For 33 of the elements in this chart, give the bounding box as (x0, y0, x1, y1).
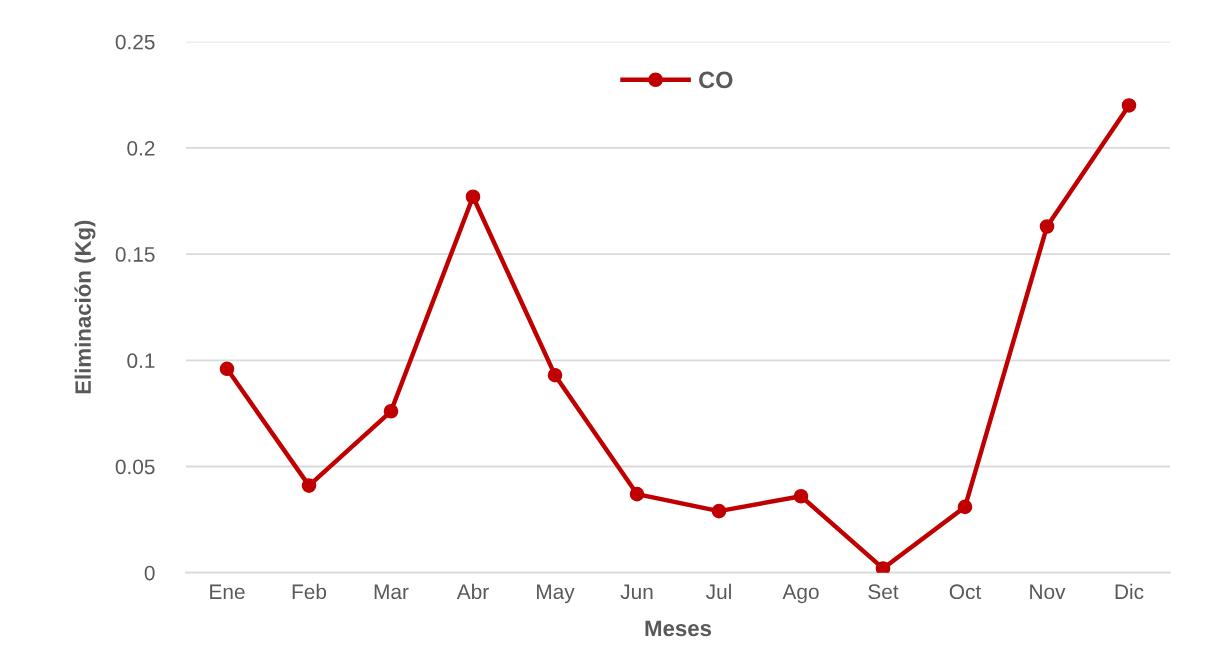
point (711, 503, 727, 519)
x-tick-label: Dic (1115, 583, 1144, 600)
x-tick-label: May (537, 584, 575, 604)
x-tick-label: Nov (1030, 584, 1066, 600)
point (629, 486, 645, 502)
y-tick-label: 0.05 (115, 459, 155, 475)
x-tick-label: Jun (620, 584, 653, 600)
x-tick-label: Mar (374, 584, 409, 600)
point (465, 189, 481, 205)
y-tick-label: 0.2 (127, 140, 155, 156)
point (1039, 219, 1055, 234)
x-tick-label: Set (868, 584, 899, 600)
point (1121, 98, 1137, 113)
x-tick-label: Feb (292, 583, 327, 600)
x-tick-label: Jul (706, 583, 731, 600)
y-tick-label: 0 (144, 565, 155, 581)
point (547, 367, 563, 383)
x-tick-label: Ago (782, 584, 819, 604)
point (793, 488, 809, 504)
y-tick-label: 0.1 (127, 353, 155, 369)
y-tick-label: 0.15 (115, 247, 155, 262)
point (875, 561, 891, 573)
x-tick-label: Oct (949, 584, 982, 600)
y-axis-title: Eliminación (Kg) (74, 220, 96, 394)
point (301, 478, 317, 493)
x-tick-label: Abr (456, 583, 489, 600)
x-axis-title: Meses (645, 620, 712, 637)
point (383, 403, 399, 419)
point (219, 361, 235, 377)
legend-label: CO (699, 71, 733, 89)
point (957, 499, 973, 515)
y-tick-label: 0.25 (115, 34, 155, 50)
x-tick-label: Ene (210, 584, 245, 600)
